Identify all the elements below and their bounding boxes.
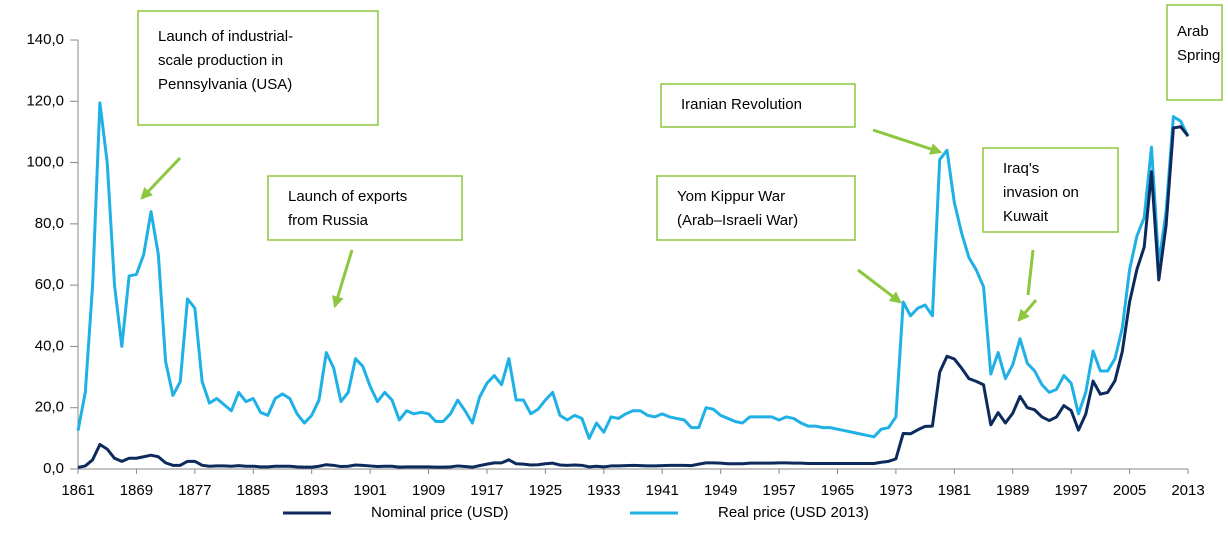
arrows xyxy=(140,128,1038,322)
y-tick-label: 140,0 xyxy=(26,31,64,48)
annotation-box xyxy=(137,10,379,126)
arrow xyxy=(872,128,943,155)
legend-label: Real price (USD 2013) xyxy=(718,504,869,521)
x-tick-label: 1861 xyxy=(61,482,94,499)
annotation: Arab Spring xyxy=(1166,4,1223,101)
y-tick-label: 0,0 xyxy=(43,460,64,477)
annotation-box xyxy=(656,175,856,241)
annotation-text: scale production in xyxy=(158,52,283,69)
annotation-text: Iranian Revolution xyxy=(681,96,802,113)
annotation: Iraq's invasion on Kuwait xyxy=(982,147,1119,233)
annotation-text: Launch of exports xyxy=(288,188,407,205)
x-tick-label: 1941 xyxy=(646,482,679,499)
annotation-text: Pennsylvania (USA) xyxy=(158,76,292,93)
y-tick-label: 40,0 xyxy=(35,337,64,354)
arrow xyxy=(1026,249,1035,296)
x-tick-label: 1869 xyxy=(120,482,153,499)
x-tick-label: 2013 xyxy=(1171,482,1204,499)
arrow xyxy=(857,268,902,304)
x-tick-label: 2005 xyxy=(1113,482,1146,499)
annotation-text: from Russia xyxy=(288,212,369,229)
y-tick-label: 20,0 xyxy=(35,399,64,416)
x-tick-label: 1949 xyxy=(704,482,737,499)
x-tick-label: 1925 xyxy=(529,482,562,499)
x-tick-label: 1877 xyxy=(178,482,211,499)
x-tick-label: 1917 xyxy=(470,482,503,499)
annotation: Yom Kippur War (Arab–Israeli War) xyxy=(656,175,856,241)
line-series xyxy=(77,125,1190,469)
y-tick-label: 80,0 xyxy=(35,215,64,232)
x-tick-label: 1901 xyxy=(353,482,386,499)
annotation-text: (Arab–Israeli War) xyxy=(677,212,798,229)
x-tick-label: 1997 xyxy=(1054,482,1087,499)
y-tick-label: 60,0 xyxy=(35,276,64,293)
annotation-box xyxy=(1166,4,1223,101)
annotation: Launch of industrial-scale production in… xyxy=(137,10,379,126)
annotation-text: invasion on xyxy=(1003,184,1079,201)
x-tick-label: 1981 xyxy=(938,482,971,499)
annotation-text: Arab xyxy=(1177,23,1209,40)
annotation-text: Yom Kippur War xyxy=(677,188,785,205)
annotation-text: Iraq's xyxy=(1003,160,1039,177)
annotation: Launch of exports from Russia xyxy=(267,175,463,241)
x-tick-label: 1957 xyxy=(762,482,795,499)
y-tick-label: 120,0 xyxy=(26,92,64,109)
annotation-text: Spring xyxy=(1177,47,1220,64)
x-tick-label: 1989 xyxy=(996,482,1029,499)
x-tick-label: 1893 xyxy=(295,482,328,499)
x-tick-label: 1885 xyxy=(237,482,270,499)
legend-label: Nominal price (USD) xyxy=(371,504,509,521)
arrow xyxy=(332,249,354,309)
y-tick-label: 100,0 xyxy=(26,154,64,171)
line-series xyxy=(76,101,1190,440)
x-tick-label: 1965 xyxy=(821,482,854,499)
x-tick-label: 1933 xyxy=(587,482,620,499)
annotation-text: Kuwait xyxy=(1003,208,1049,225)
annotation-text: Launch of industrial- xyxy=(158,28,293,45)
x-tick-label: 1973 xyxy=(879,482,912,499)
arrow xyxy=(1017,299,1038,322)
annotation-box xyxy=(660,83,856,128)
arrow xyxy=(140,156,182,200)
annotation-box xyxy=(267,175,463,241)
annotation-box xyxy=(982,147,1119,233)
x-tick-label: 1909 xyxy=(412,482,445,499)
annotation: Iranian Revolution xyxy=(660,83,856,128)
